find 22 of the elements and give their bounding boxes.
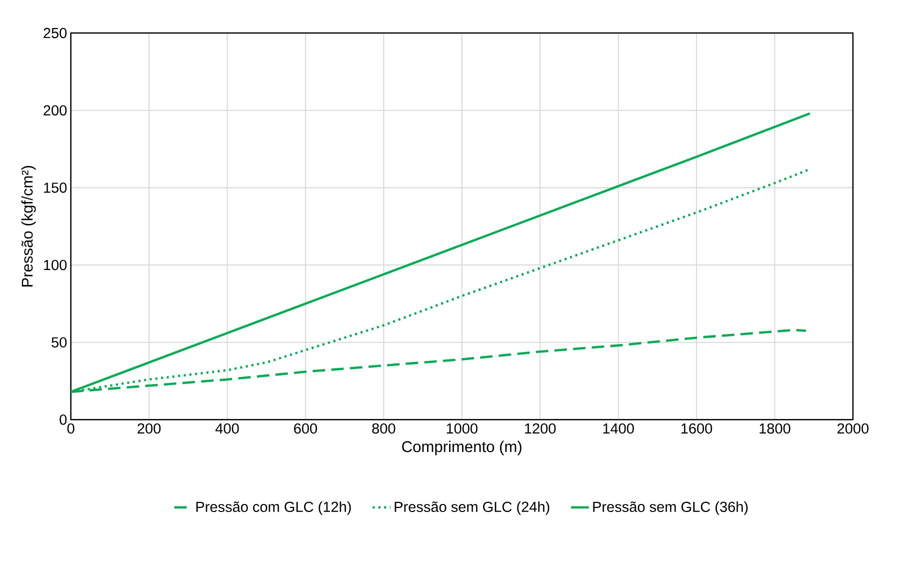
y-tick-label: 250 <box>44 28 67 38</box>
y-tick-label: 100 <box>44 260 67 270</box>
x-tick-label: 1400 <box>603 423 634 434</box>
y-tick-label: 0 <box>60 414 67 425</box>
x-tick-label: 1800 <box>760 423 790 434</box>
x-tick-label: 400 <box>215 423 239 434</box>
x-tick-label: 1000 <box>446 423 478 434</box>
x-axis-title: Comprimento (m) <box>402 440 522 456</box>
x-tick-label: 1200 <box>525 423 556 434</box>
x-tick-label: 0 <box>67 423 74 434</box>
y-tick-label: 200 <box>44 105 67 116</box>
x-tick-label: 600 <box>294 423 318 434</box>
legend-label: Pressão sem GLC (36h) <box>593 501 748 515</box>
legend-label: Pressão com GLC (12h) <box>196 501 351 515</box>
y-tick-label: 50 <box>52 337 67 348</box>
x-tick-label: 800 <box>372 423 396 434</box>
y-tick-label: 150 <box>44 182 67 193</box>
y-axis-title: Pressão (kgf/cm²) <box>21 166 36 286</box>
x-tick-label: 1600 <box>681 423 712 434</box>
legend-label: Pressão sem GLC (24h) <box>394 501 550 515</box>
x-tick-label: 2000 <box>838 423 869 434</box>
x-tick-label: 200 <box>138 423 161 434</box>
